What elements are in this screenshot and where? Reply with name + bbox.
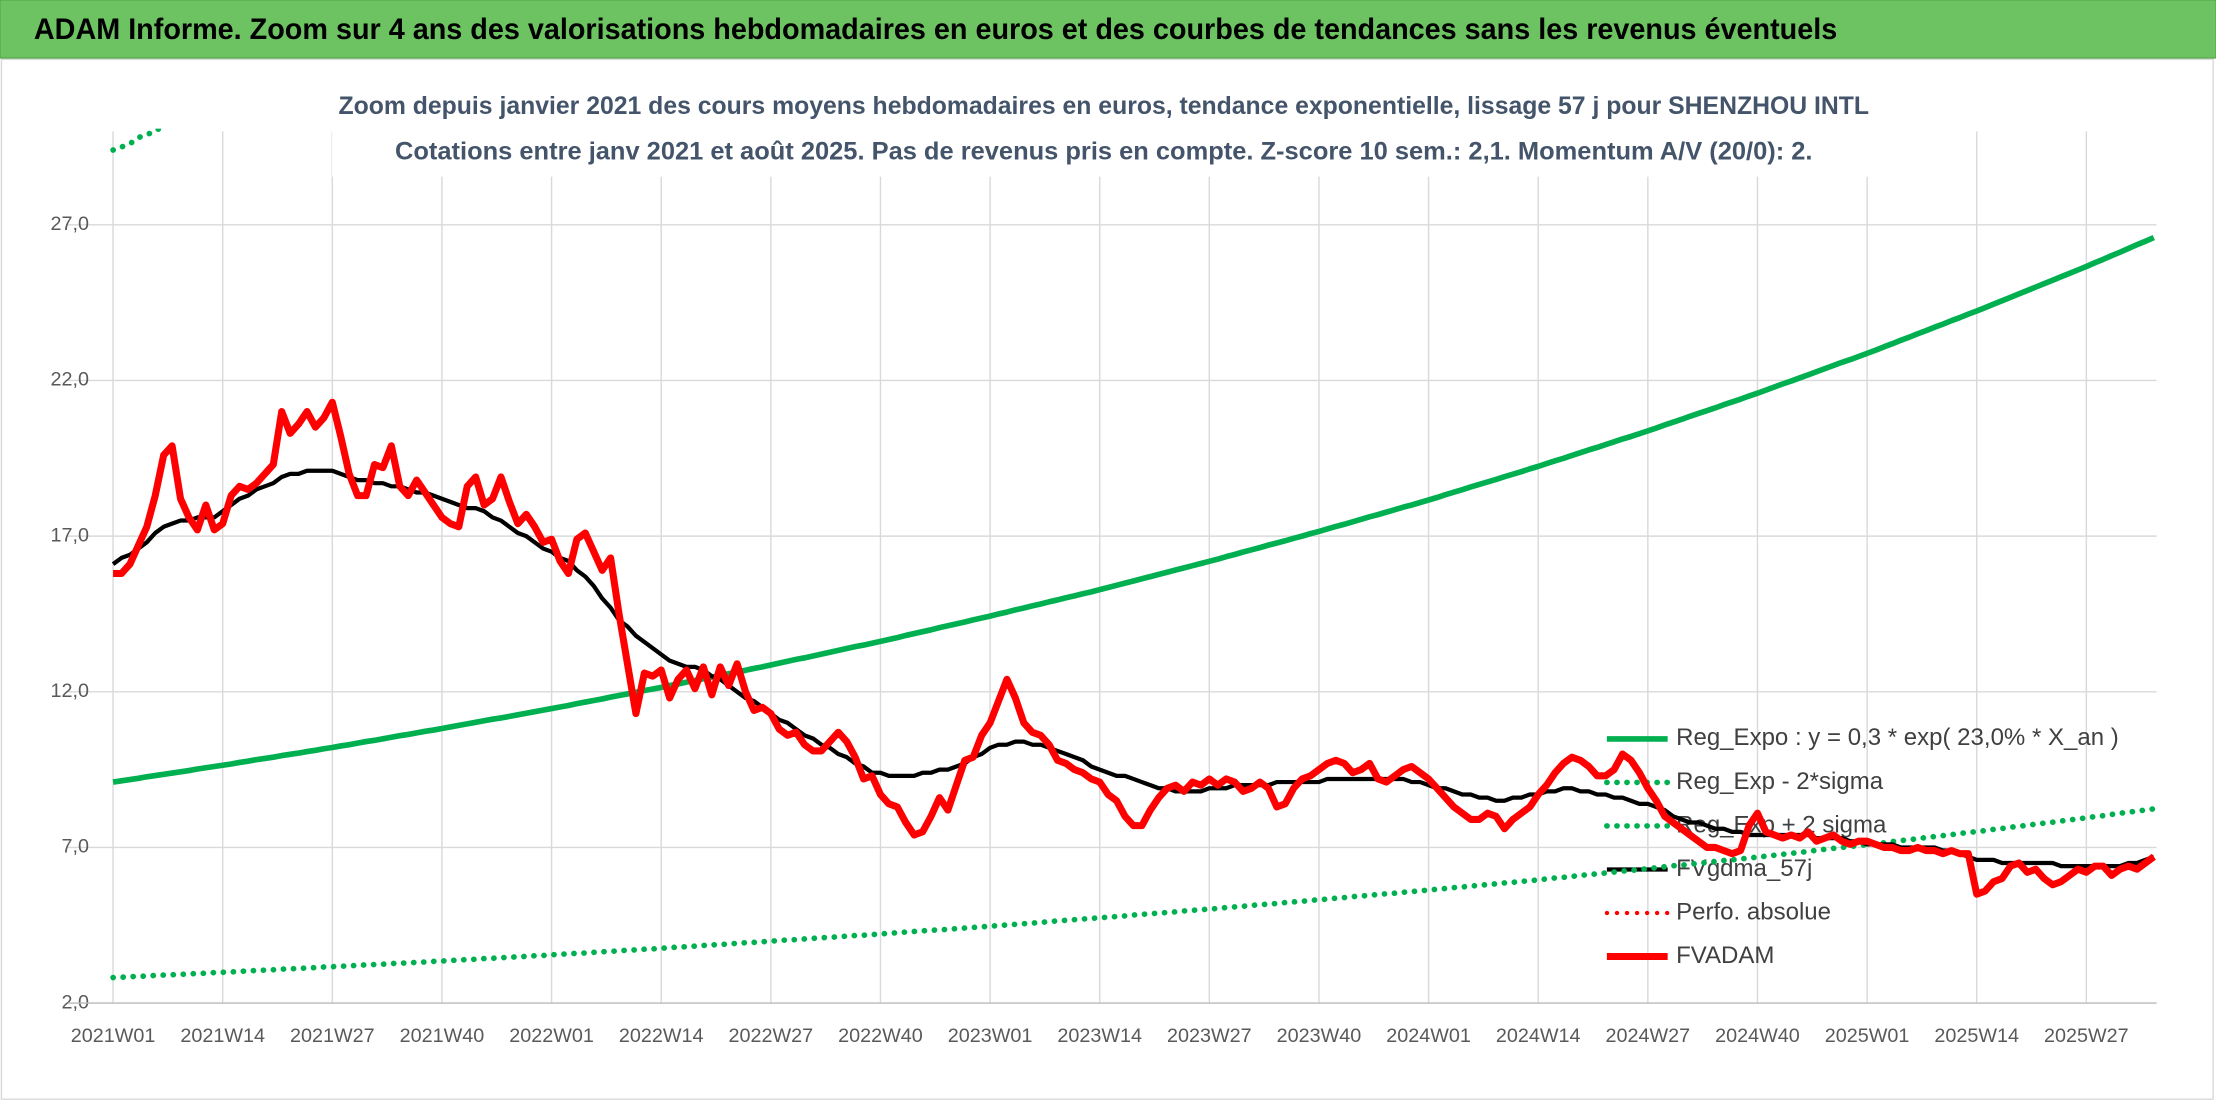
x-tick-label: 2023W01 (948, 1025, 1033, 1047)
x-tick-label: 2022W14 (619, 1025, 704, 1047)
plot-lines (110, 128, 2157, 981)
x-tick-label: 2022W27 (729, 1025, 814, 1047)
legend: Reg_Expo : y = 0,3 * exp( 23,0% * X_an )… (1604, 724, 2119, 969)
x-tick-label: 2025W01 (1825, 1025, 1910, 1047)
x-tick-label: 2024W40 (1715, 1025, 1800, 1047)
y-tick-label: 2,0 (62, 991, 89, 1013)
title-box (332, 80, 1877, 177)
x-tick-label: 2022W40 (838, 1025, 923, 1047)
axes: 2,0 7,0 12,0 17,0 22,0 27,0 2021W01 2021W14 2021… (51, 213, 2157, 1047)
series-line (113, 398, 2156, 898)
chart-subtitle: Cotations entre janv 2021 et août 2025. … (395, 137, 1813, 165)
series-line (112, 234, 2155, 785)
y-tick-label: 17,0 (51, 524, 89, 546)
chart-area (0, 58, 2214, 1100)
x-tick-label: 2022W01 (509, 1025, 594, 1047)
x-tick-label: 2023W40 (1277, 1025, 1362, 1047)
x-tick-label: 2024W01 (1386, 1025, 1471, 1047)
grid (67, 131, 2157, 1004)
header-bar (0, 0, 2216, 59)
chart-title: Zoom depuis janvier 2021 des cours moyen… (338, 92, 1869, 120)
x-tick-label: 2023W14 (1057, 1025, 1142, 1047)
y-tick-label: 27,0 (51, 213, 89, 235)
legend-label: Reg_Expo : y = 0,3 * exp( 23,0% * X_an ) (1676, 724, 2119, 751)
y-tick-label: 7,0 (62, 836, 89, 858)
x-tick-label: 2025W14 (1934, 1025, 2019, 1047)
legend-label: FVADAM (1676, 942, 1774, 969)
x-tick-label: 2025W27 (2044, 1025, 2129, 1047)
y-tick-label: 22,0 (51, 369, 89, 391)
x-tick-label: 2021W27 (290, 1025, 375, 1047)
x-tick-label: 2021W14 (180, 1025, 265, 1047)
page-title: ADAM Informe. Zoom sur 4 ans des valoris… (34, 13, 1837, 46)
x-tick-label: 2024W27 (1606, 1025, 1691, 1047)
x-tick-label: 2023W27 (1167, 1025, 1252, 1047)
x-tick-label: 2021W40 (400, 1025, 485, 1047)
legend-label: Perfo. absolue (1676, 898, 1831, 925)
x-tick-label: 2024W14 (1496, 1025, 1581, 1047)
y-tick-label: 12,0 (51, 680, 89, 702)
x-tick-label: 2021W01 (71, 1025, 156, 1047)
legend-label: Reg_Exp - 2*sigma (1676, 768, 1884, 795)
series-line (110, 806, 2157, 981)
